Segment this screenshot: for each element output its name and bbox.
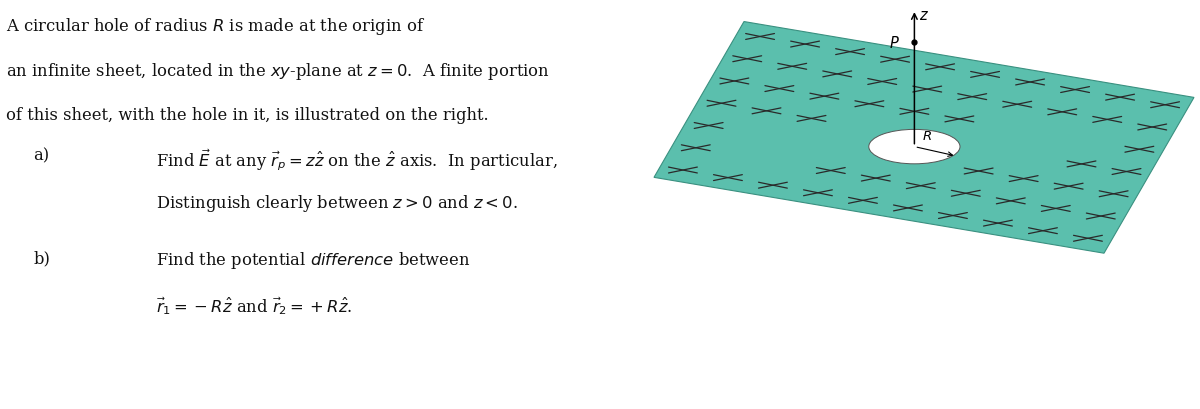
Text: $\vec{r}_1 = -R\hat{z}$ and $\vec{r}_2 = +R\hat{z}$.: $\vec{r}_1 = -R\hat{z}$ and $\vec{r}_2 =… — [156, 294, 353, 317]
Text: $P$: $P$ — [889, 35, 900, 51]
Text: an infinite sheet, located in the $xy$-plane at $z = 0$.  A finite portion: an infinite sheet, located in the $xy$-p… — [6, 61, 550, 82]
Text: a): a) — [34, 147, 49, 164]
Text: $R$: $R$ — [922, 130, 931, 143]
Text: A circular hole of radius $R$ is made at the origin of: A circular hole of radius $R$ is made at… — [6, 16, 425, 37]
Text: Distinguish clearly between $z > 0$ and $z < 0$.: Distinguish clearly between $z > 0$ and … — [156, 192, 518, 213]
Text: $z$: $z$ — [919, 9, 929, 23]
Ellipse shape — [869, 130, 960, 164]
Text: of this sheet, with the hole in it, is illustrated on the right.: of this sheet, with the hole in it, is i… — [6, 106, 488, 123]
Text: b): b) — [34, 249, 50, 266]
Text: Find the potential $\mathit{difference}$ between: Find the potential $\mathit{difference}$… — [156, 249, 470, 270]
Polygon shape — [654, 22, 1194, 254]
Text: Find $\vec{E}$ at any $\vec{r}_p = z\hat{z}$ on the $\hat{z}$ axis.  In particul: Find $\vec{E}$ at any $\vec{r}_p = z\hat… — [156, 147, 558, 173]
